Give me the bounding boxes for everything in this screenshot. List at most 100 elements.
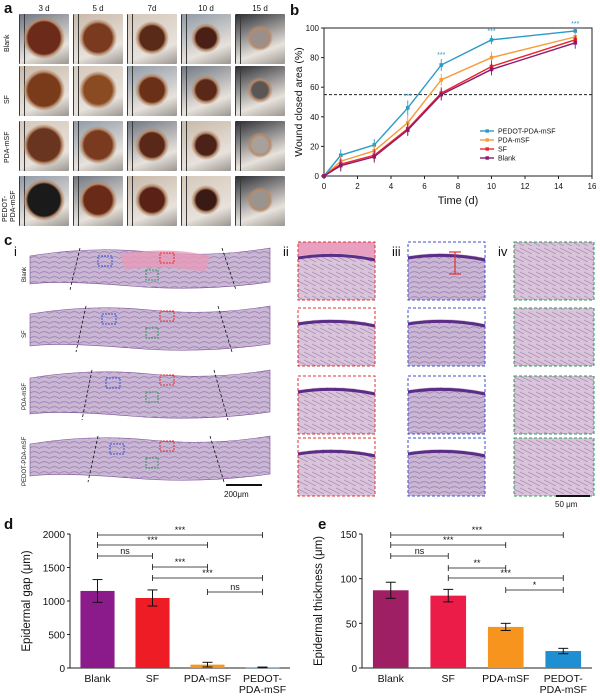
data-point (573, 41, 578, 45)
roi-box-red (159, 374, 175, 386)
tissue-shape (29, 369, 271, 419)
sub-label-iv: iv (498, 244, 508, 259)
epidermis-surface (408, 376, 485, 392)
x-tick-label: 4 (389, 182, 394, 191)
histology-section (29, 247, 271, 291)
legend-label: PDA-mSF (498, 138, 530, 145)
data-point (322, 174, 326, 178)
y-tick-label: 0 (315, 172, 320, 181)
x-tick-label: 6 (422, 182, 427, 191)
significance-label: *** (571, 21, 579, 28)
epidermis-surface (408, 308, 485, 324)
row-label-sf: SF (4, 95, 11, 104)
significance-label: *** (147, 535, 158, 545)
series-line (323, 36, 576, 177)
panel-label-b: b (290, 2, 300, 19)
roi-box-red (159, 252, 175, 264)
histology-section (29, 305, 271, 353)
zoom-frame (513, 241, 595, 301)
row-label-blank: Blank (4, 34, 11, 52)
roi-box-blue (101, 313, 117, 325)
zoom-frame (513, 437, 595, 497)
wound-photo (19, 176, 69, 226)
zoom-panel (407, 307, 486, 367)
epidermis-surface (298, 438, 375, 454)
significance-label: * (533, 580, 537, 590)
data-point (372, 154, 377, 159)
epidermis-surface (298, 242, 375, 258)
y-tick-label: 80 (310, 54, 319, 63)
y-tick-label: 500 (48, 631, 65, 642)
significance-label: ns (415, 546, 425, 556)
wound-photo (73, 14, 123, 64)
wound-margin-line (213, 369, 229, 421)
histology-sections (29, 241, 595, 497)
y-tick-label: 60 (310, 83, 319, 92)
data-point (573, 29, 578, 33)
histology-section (29, 435, 271, 483)
zoom-panel (407, 437, 486, 497)
y-tick-label: 20 (310, 142, 319, 151)
sub-label-i: i (14, 244, 17, 259)
bar (135, 597, 170, 668)
epidermis-layer (297, 319, 376, 328)
wound-margin-line (217, 305, 233, 353)
wound-photo (181, 176, 231, 226)
y-tick-label: 0 (59, 664, 65, 675)
epidermis-surface (298, 308, 375, 324)
roi-box-blue (109, 443, 125, 455)
roi-box-red (159, 440, 175, 452)
zoom-image (514, 308, 594, 366)
epidermis-layer (407, 319, 486, 328)
wound-photo (127, 176, 177, 226)
y-tick-label: 100 (340, 575, 357, 586)
zoom-panel (513, 375, 595, 435)
panel-label-e: e (318, 516, 327, 533)
data-point (338, 163, 343, 168)
x-tick-label: 8 (456, 182, 461, 191)
epidermal-gap-chart: 0 500 1000 1500 2000 Epidermal gap (μm) Blank S… (21, 525, 290, 696)
zoom-frame (407, 307, 486, 367)
zoom-frame (297, 307, 376, 367)
epidermis-surface (408, 242, 485, 258)
wound-photo (181, 66, 231, 116)
zoom-panel (513, 437, 595, 497)
wound-photo (127, 121, 177, 171)
wound-margin-line (69, 247, 81, 291)
data-point (489, 55, 494, 60)
data-point (439, 92, 444, 97)
epidermis-surface (298, 376, 375, 392)
zoom-frame (513, 307, 595, 367)
y-tick-label: 150 (340, 530, 357, 541)
zoom-image (514, 438, 594, 496)
row-label-pedot: PEDOT- PDA-mSF (2, 190, 17, 223)
wound-photo (19, 121, 69, 171)
x-tick-label: PEDOT- (544, 673, 584, 685)
panel-label-c: c (4, 232, 13, 249)
wound-photo (73, 176, 123, 226)
zoom-frame (297, 241, 376, 301)
zoom-frame (297, 437, 376, 497)
x-tick-label: 2 (355, 182, 360, 191)
day-label-7: 7d (147, 4, 157, 13)
y-tick-label: 1000 (43, 597, 66, 608)
y-axis-label: Epidermal thickness (μm) (313, 536, 325, 666)
sub-label-ii: ii (283, 244, 289, 259)
inflamed-region (120, 250, 210, 272)
epidermis-layer (407, 387, 486, 396)
x-tick-label: 0 (322, 182, 327, 191)
wound-margin-line (221, 247, 237, 291)
wound-photo (235, 176, 285, 226)
epidermis-layer (297, 449, 376, 458)
zoom-image (514, 376, 594, 434)
wound-margin-line (81, 369, 93, 421)
x-tick-label: 10 (487, 182, 496, 191)
legend: PEDOT-PDA-mSF PDA-mSF SF Blank (480, 129, 556, 163)
wound-photo (181, 121, 231, 171)
roi-box-green (145, 327, 159, 339)
day-label-5: 5 d (92, 4, 104, 13)
wound-photo (127, 14, 177, 64)
y-axis-label: Wound closed area (%) (293, 47, 305, 157)
wound-photo (235, 14, 285, 64)
y-tick-label: 1500 (43, 564, 66, 575)
